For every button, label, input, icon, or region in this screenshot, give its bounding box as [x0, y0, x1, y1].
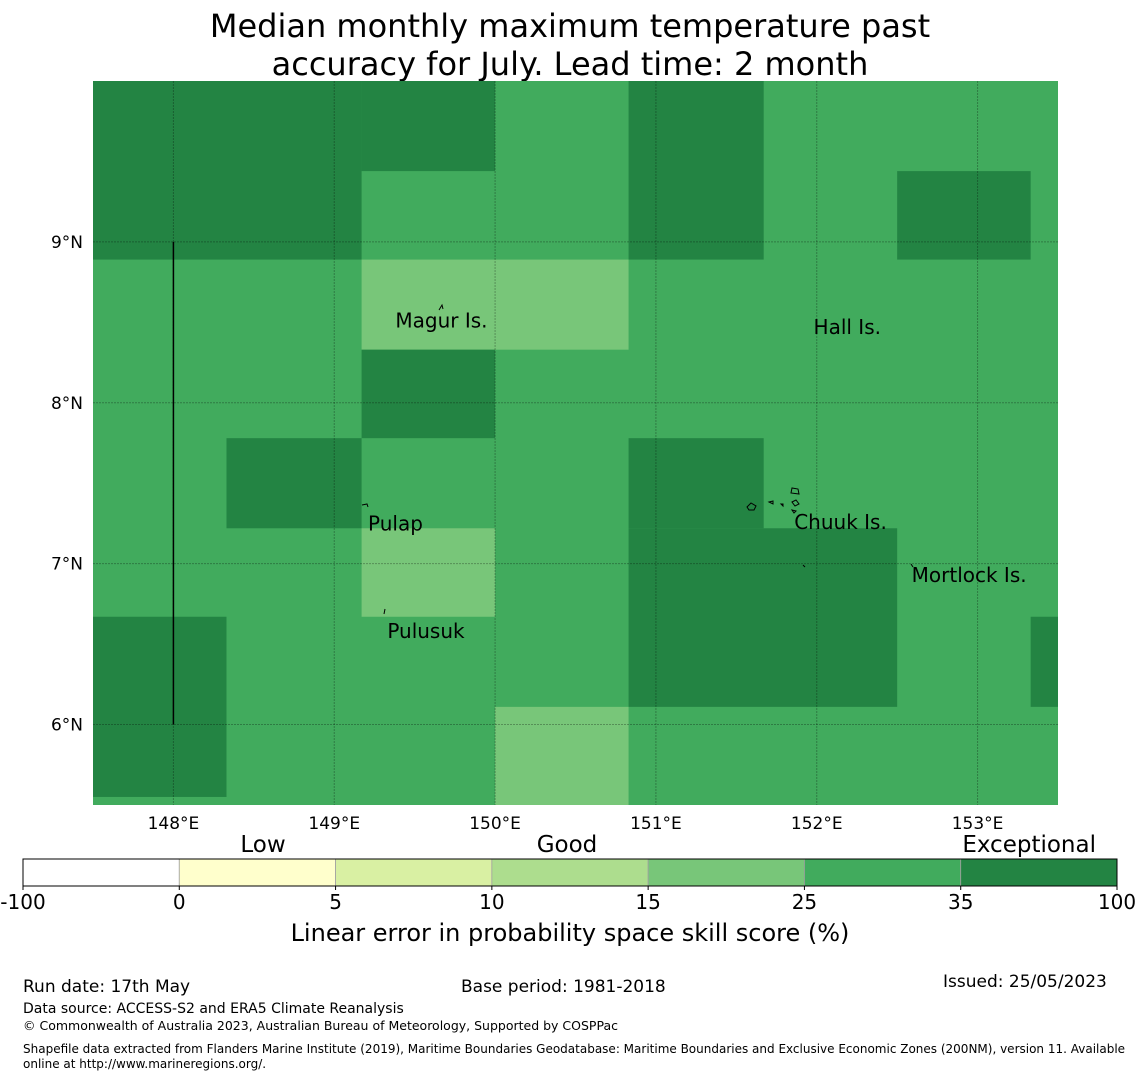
lon-tick-label: 152°E	[791, 814, 843, 834]
colorbar-category-label: Exceptional	[962, 832, 1096, 858]
colorbar-tick-label: 10	[479, 890, 504, 914]
run-date: Run date: 17th May	[23, 977, 191, 997]
lat-tick-label: 7°N	[51, 555, 83, 575]
island-label: Pulusuk	[387, 619, 465, 643]
lon-tick-label: 153°E	[952, 814, 1004, 834]
skill-cell-3	[897, 171, 1031, 260]
island-outline-6	[767, 500, 774, 505]
island-outline-3	[790, 487, 800, 495]
island-label: Mortlock Is.	[912, 563, 1027, 587]
island-outline-10	[802, 564, 806, 568]
island-outline-9	[910, 563, 914, 568]
island-outline-0	[438, 303, 444, 311]
lon-tick-label: 150°E	[469, 814, 521, 834]
island-label: Chuuk Is.	[794, 510, 887, 534]
skill-cell-4	[361, 259, 629, 350]
skill-cell-12	[495, 706, 629, 805]
skill-cell-11	[1030, 616, 1058, 707]
base-period: Base period: 1981-2018	[461, 977, 666, 997]
map-plot-area: Magur Is. Hall Is. Pulap Chuuk Is. Mortlock …	[51, 81, 1058, 834]
colorbar-bin-6	[960, 858, 1118, 887]
colorbar-bin-2	[335, 858, 493, 887]
colorbar-tick-label: 5	[329, 890, 342, 914]
title-line-2: accuracy for July. Lead time: 2 month	[271, 45, 869, 83]
lat-tick-label: 6°N	[51, 716, 83, 736]
shapefile-credit-line-1: Shapefile data extracted from Flanders M…	[23, 1042, 1126, 1056]
colorbar-tick-label: 15	[635, 890, 660, 914]
colorbar-bin-0	[22, 858, 180, 887]
issued-date: Issued: 25/05/2023	[943, 972, 1107, 992]
colorbar-frame	[22, 858, 1118, 887]
island-outline-7	[779, 503, 784, 508]
colorbar-tick-label: 100	[1098, 890, 1136, 914]
skill-cell-7	[628, 438, 764, 529]
lon-tick-label: 151°E	[630, 814, 682, 834]
colorbar: -100 0 5 10 15 25 35 100 Low Good Exceptional Linea…	[0, 832, 1136, 947]
skill-cell-9	[361, 528, 496, 617]
skill-cell-6	[226, 438, 362, 529]
island-label: Pulap	[368, 511, 423, 535]
shapefile-credit-line-2: online at http://www.marineregions.org/.	[23, 1057, 267, 1071]
island-outline-2	[383, 608, 386, 615]
lat-tick-label: 8°N	[51, 394, 83, 414]
colorbar-category-label: Low	[240, 832, 285, 858]
colorbar-category-label: Good	[537, 832, 598, 858]
data-source: Data source: ACCESS-S2 and ERA5 Climate …	[23, 1001, 404, 1017]
lon-tick-label: 148°E	[148, 814, 200, 834]
island-label: Magur Is.	[395, 309, 487, 333]
skill-cell-2	[628, 81, 764, 260]
copyright: © Commonwealth of Australia 2023, Austra…	[23, 1018, 618, 1033]
island-outline-4	[791, 499, 800, 507]
island-outline-5	[746, 502, 757, 511]
island-outline-1	[361, 503, 369, 508]
colorbar-bin-5	[804, 858, 962, 887]
lon-tick-label: 149°E	[308, 814, 360, 834]
skill-cell-0	[93, 81, 362, 260]
colorbar-tick-label: 35	[948, 890, 973, 914]
colorbar-bin-3	[491, 858, 649, 887]
skill-cell-8	[628, 528, 898, 707]
title-line-1: Median monthly maximum temperature past	[209, 7, 931, 45]
colorbar-tick-label: 25	[792, 890, 817, 914]
colorbar-tick-label: 0	[173, 890, 186, 914]
colorbar-axis-label: Linear error in probability space skill …	[291, 919, 850, 947]
skill-cell-1	[361, 81, 496, 172]
chart-title: Median monthly maximum temperature past …	[0, 7, 1140, 83]
lat-tick-label: 9°N	[51, 233, 83, 253]
skill-cell-10	[93, 616, 227, 797]
colorbar-bin-1	[178, 858, 336, 887]
colorbar-bin-4	[647, 858, 805, 887]
island-outline-8	[790, 509, 797, 514]
colorbar-tick-label: -100	[0, 890, 45, 914]
skill-cell-5	[361, 349, 496, 439]
island-label: Hall Is.	[814, 315, 881, 339]
